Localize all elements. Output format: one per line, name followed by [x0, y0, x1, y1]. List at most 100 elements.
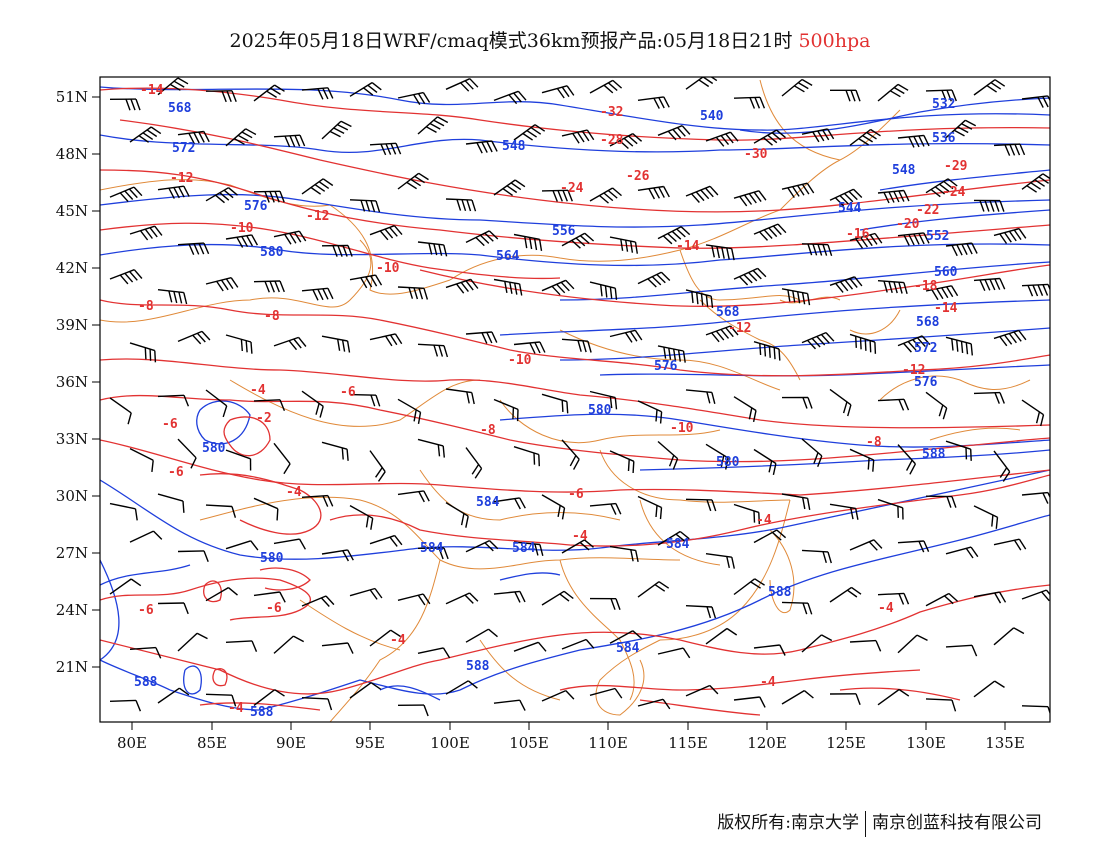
height-label: 572	[914, 341, 937, 356]
wind-barb	[369, 333, 403, 347]
temp-label: -10	[230, 221, 254, 236]
wind-barb	[993, 538, 1027, 551]
wind-barb	[973, 680, 1005, 698]
temp-label: -10	[376, 261, 400, 276]
height-label: 576	[244, 199, 268, 214]
wind-barb	[993, 627, 1025, 646]
lat-label: 27N	[56, 544, 88, 562]
lat-label: 45N	[56, 202, 88, 220]
wind-barb	[973, 391, 1005, 404]
wind-barb	[397, 704, 429, 717]
wind-barb	[925, 178, 958, 198]
wind-barb	[589, 390, 618, 410]
temp-label: -4	[228, 701, 244, 716]
wind-barb	[321, 549, 354, 562]
wind-barb	[273, 442, 291, 475]
wind-barb	[465, 539, 499, 553]
wind-barb	[465, 140, 498, 154]
wind-barb	[129, 126, 162, 143]
wind-barb	[753, 448, 777, 476]
lat-label: 33N	[56, 430, 88, 448]
tick-marks	[92, 96, 1006, 730]
wind-barb	[830, 89, 861, 102]
wind-barb	[177, 330, 211, 345]
wind-barb	[493, 590, 526, 603]
wind-barb	[417, 438, 445, 458]
temp-label: -20	[896, 217, 920, 232]
wind-barb	[849, 448, 875, 472]
wind-barb	[705, 443, 729, 470]
wind-barb	[513, 341, 546, 354]
temp-label: -12	[902, 363, 925, 378]
wind-barb	[417, 647, 451, 659]
wind-barb	[829, 188, 863, 207]
wind-barb	[733, 503, 760, 525]
wind-barb	[157, 77, 189, 96]
wind-barb	[301, 494, 334, 507]
height-label: 544	[838, 201, 862, 216]
lat-label: 39N	[56, 316, 88, 334]
wind-barb	[637, 96, 670, 109]
wind-barb	[109, 98, 141, 111]
wind-barb	[781, 78, 813, 97]
wind-barb	[493, 398, 519, 422]
wind-barb	[589, 281, 618, 300]
wind-barb	[301, 287, 334, 301]
wind-barb	[589, 502, 622, 515]
wind-barb	[417, 343, 449, 358]
wind-barb	[493, 699, 526, 711]
temp-label: -8	[480, 423, 496, 438]
wind-barb	[397, 91, 431, 105]
wind-barb	[973, 79, 1006, 96]
temp-label: -8	[138, 299, 154, 314]
wind-barb	[685, 389, 716, 404]
wind-barb	[177, 242, 210, 255]
wind-barb	[1021, 705, 1050, 716]
temp-label: -32	[600, 105, 623, 120]
temp-label: -10	[670, 421, 694, 436]
wind-barb	[637, 400, 663, 424]
wind-barb	[513, 124, 546, 141]
wind-barb	[753, 529, 787, 544]
height-label: 568	[716, 305, 740, 320]
wind-barb	[493, 278, 523, 296]
temp-label: -4	[390, 633, 406, 648]
wind-barb	[609, 545, 639, 563]
temp-label: -14	[934, 301, 958, 316]
wind-barb	[849, 128, 881, 146]
temp-label: -10	[508, 353, 532, 368]
lat-label: 36N	[56, 373, 88, 391]
wind-barb	[109, 269, 143, 285]
wind-barb	[733, 190, 767, 207]
wind-barb	[541, 590, 574, 606]
wind-barb	[637, 185, 670, 200]
wind-barb	[445, 502, 469, 528]
wind-barb	[589, 187, 622, 204]
wind-barb	[513, 641, 547, 652]
wind-barb	[781, 396, 813, 409]
height-label: 588	[768, 585, 792, 600]
lat-label: 30N	[56, 487, 88, 505]
temp-label: -12	[728, 321, 751, 336]
wind-barb	[225, 128, 257, 147]
temp-label: -6	[568, 487, 584, 502]
copyright-company: 南京创蓝科技有限公司	[872, 813, 1042, 833]
wind-barb	[301, 390, 324, 418]
temp-label: -4	[760, 675, 776, 690]
wind-barb	[829, 693, 861, 706]
map-title: 2025年05月18日WRF/cmaq模式36km预报产品:05月18日21时 5…	[0, 26, 1100, 53]
height-labels-layer: 568 572 576 580 540 548 556 564 568 576 …	[134, 97, 958, 720]
wind-barb	[877, 592, 910, 605]
temp-label: -6	[168, 465, 184, 480]
height-label: 580	[588, 403, 612, 418]
wind-barb	[157, 493, 185, 513]
wind-barbs-layer	[109, 77, 1050, 717]
wind-barb	[465, 628, 498, 643]
wind-barb	[493, 90, 527, 105]
wind-barb	[1021, 283, 1050, 297]
wind-barb	[445, 78, 479, 92]
wind-barb	[369, 534, 403, 547]
wind-barb	[369, 629, 401, 647]
temp-label: -4	[250, 383, 266, 398]
wind-barb	[129, 447, 154, 472]
